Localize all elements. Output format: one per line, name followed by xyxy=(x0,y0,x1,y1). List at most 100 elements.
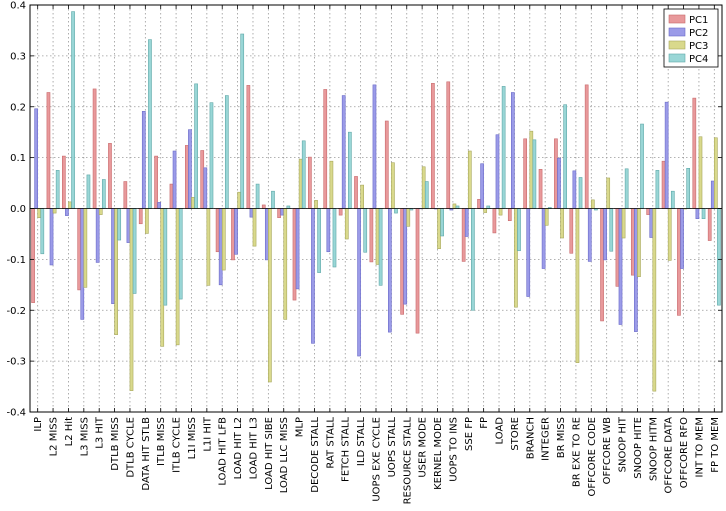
x-tick-label: FP xyxy=(479,417,490,429)
bar-pc2 xyxy=(526,208,531,297)
bar-pc4 xyxy=(209,102,214,209)
bar-pc1 xyxy=(707,208,712,241)
bar-pc2 xyxy=(388,208,392,333)
bar-pc3 xyxy=(714,137,718,209)
x-tick-label: L3 HIT xyxy=(95,416,106,449)
bar-pc2 xyxy=(695,208,700,219)
legend-swatch-pc2 xyxy=(668,27,686,37)
bar-pc3 xyxy=(221,208,226,271)
bar-pc2 xyxy=(65,208,69,216)
x-tick-label: SNOOP HITE xyxy=(633,417,644,479)
bar-pc3 xyxy=(406,208,411,227)
bar-pc1 xyxy=(369,208,374,263)
bar-pc2 xyxy=(311,208,315,344)
x-tick-label: LOAD HIT LFB xyxy=(218,417,229,486)
bar-pc2 xyxy=(634,208,638,332)
x-tick-label: ILD STALL xyxy=(356,417,367,466)
legend-label-pc2: PC2 xyxy=(689,28,708,39)
bar-pc4 xyxy=(501,86,506,209)
bar-pc4 xyxy=(271,190,275,209)
x-tick-label: LOAD HIT SIBE xyxy=(264,417,275,490)
bar-pc4 xyxy=(378,208,383,286)
bar-pc3 xyxy=(360,184,364,209)
bar-pc3 xyxy=(329,160,334,209)
bar-pc3 xyxy=(544,208,549,226)
bar-pc2 xyxy=(464,208,469,237)
bar-pc4 xyxy=(332,208,337,268)
bar-pc1 xyxy=(461,208,466,262)
bar-pc4 xyxy=(670,190,675,209)
x-tick-label: LOAD HIT L2 xyxy=(233,417,244,479)
bar-pc2 xyxy=(372,84,377,209)
bar-pc1 xyxy=(431,83,435,209)
bar-pc2 xyxy=(511,92,515,209)
bar-pc1 xyxy=(615,208,620,287)
bar-pc3 xyxy=(37,208,42,218)
bar-pc1 xyxy=(323,89,328,209)
bar-pc1 xyxy=(661,160,666,209)
bar-pc4 xyxy=(655,170,660,209)
x-tick-label: SNOOP HITM xyxy=(648,417,659,481)
x-tick-label: SNOOP HIT xyxy=(618,416,629,472)
bar-pc3 xyxy=(375,208,380,265)
bar-pc4 xyxy=(194,83,198,209)
x-tick-label: RAT STALL xyxy=(325,417,336,469)
bar-pc3 xyxy=(283,208,288,320)
bar-pc3 xyxy=(237,191,241,209)
bar-pc2 xyxy=(280,208,285,216)
bar-pc1 xyxy=(646,208,651,215)
bar-pc1 xyxy=(261,204,266,209)
bar-pc3 xyxy=(637,208,641,277)
bar-pc1 xyxy=(400,208,404,315)
x-tick-label: RESOURCE STALL xyxy=(402,417,413,505)
bar-pc1 xyxy=(692,97,697,209)
bar-pc3 xyxy=(483,208,488,213)
legend-swatch-pc1 xyxy=(668,14,686,24)
bar-pc1 xyxy=(492,208,497,234)
x-tick-label: KERNEL MODE xyxy=(433,417,444,490)
bar-pc2 xyxy=(249,208,254,218)
bar-pc4 xyxy=(578,177,583,209)
bar-pc2 xyxy=(710,180,715,209)
bar-pc3 xyxy=(621,208,626,239)
bar-pc1 xyxy=(292,208,297,301)
bar-pc1 xyxy=(185,145,189,209)
bar-pc2 xyxy=(264,208,269,261)
bar-pc3 xyxy=(114,208,118,335)
bar-pc1 xyxy=(354,176,358,209)
bar-pc4 xyxy=(624,168,629,209)
x-tick-label: INT TO MEM xyxy=(694,417,705,477)
bar-pc3 xyxy=(98,208,103,215)
bar-pc2 xyxy=(572,170,577,209)
bar-pc1 xyxy=(77,208,82,291)
x-tick-label: BRANCH xyxy=(525,417,536,459)
bar-pc1 xyxy=(507,208,512,222)
bar-pc4 xyxy=(132,208,137,294)
bar-pc3 xyxy=(498,208,503,216)
bar-pc4 xyxy=(178,208,183,300)
bar-pc2 xyxy=(295,208,300,290)
bar-pc1 xyxy=(61,155,66,209)
bar-pc1 xyxy=(523,138,528,209)
bar-pc1 xyxy=(277,208,281,218)
bar-series-group xyxy=(31,11,721,392)
bar-pc4 xyxy=(240,33,245,209)
bar-pc3 xyxy=(698,136,703,209)
legend-swatch-pc3 xyxy=(668,40,686,50)
bar-pc3 xyxy=(191,197,195,209)
bar-pc4 xyxy=(301,140,306,209)
bar-pc3 xyxy=(421,166,426,209)
y-tick-label: 0.3 xyxy=(10,51,26,62)
y-tick-label: -0.1 xyxy=(6,255,26,266)
bar-pc1 xyxy=(108,143,112,209)
x-tick-label: OFFCORE DATA xyxy=(664,417,675,494)
bar-pc3 xyxy=(68,201,72,209)
x-tick-label: LOAD HIT L3 xyxy=(248,417,259,479)
x-tick-label: ITLB MISS xyxy=(156,417,167,466)
bar-pc2 xyxy=(618,208,623,325)
bar-pc4 xyxy=(117,208,122,241)
bar-pc4 xyxy=(224,95,229,209)
y-tick-label: -0.4 xyxy=(6,408,26,419)
x-axis-ticks: ILP L2 MISS L2 Hit L3 MISS L3 HIT DTLB MISS DT… xyxy=(33,5,721,504)
x-tick-label: OFFCORE RFO xyxy=(679,417,690,488)
